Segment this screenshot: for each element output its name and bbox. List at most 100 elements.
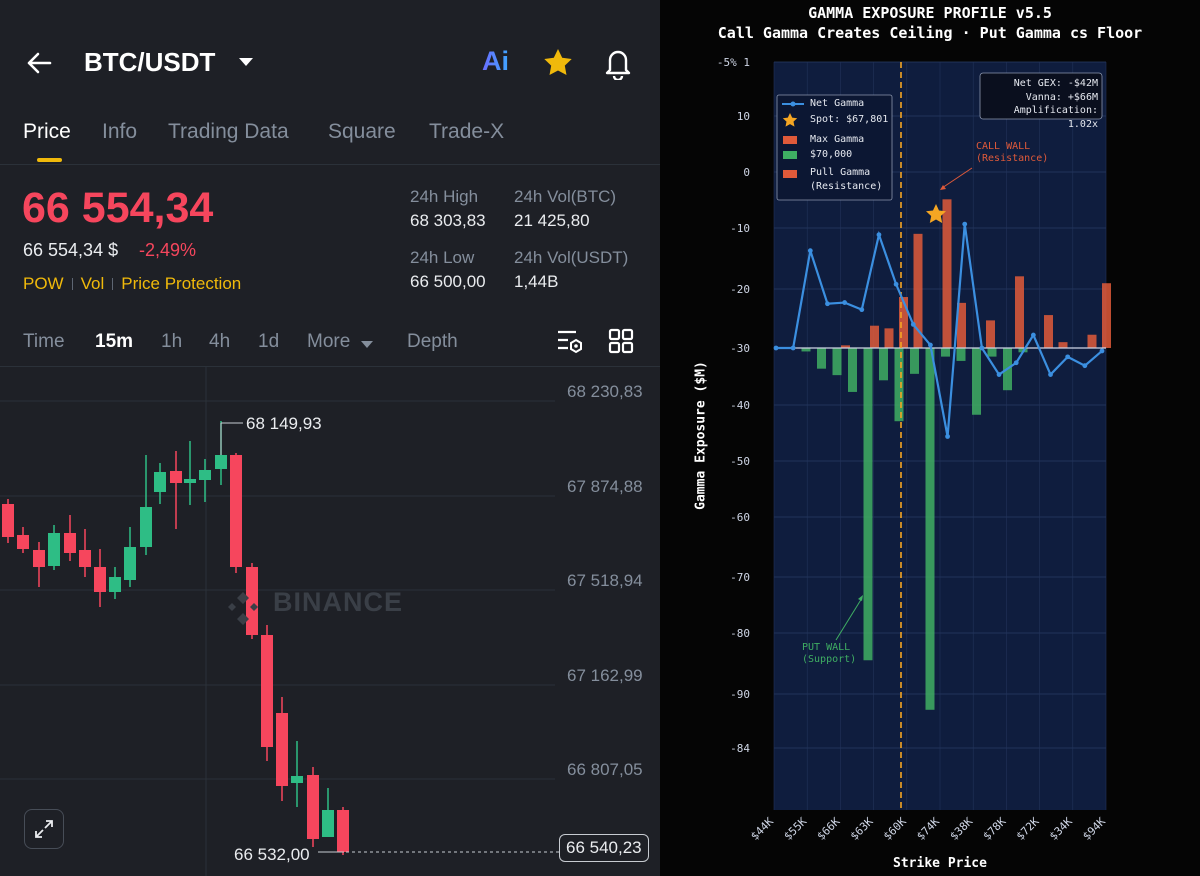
put-gamma-bar	[910, 348, 919, 374]
low-24h-label: 24h Low	[410, 248, 475, 267]
put-wall-annotation: PUT WALL (Support)	[802, 642, 856, 666]
tab-price[interactable]: Price	[23, 120, 71, 143]
ai-assistant-icon[interactable]: Ai	[482, 46, 509, 77]
fullscreen-expand-icon[interactable]	[24, 809, 64, 849]
y-tick-label: -70	[730, 571, 750, 584]
trading-app-panel: BTC/USDT Ai Price Info Trading Data Squa…	[0, 0, 660, 876]
call-gamma-bar	[1102, 283, 1111, 348]
x-tick-label: $34K	[1047, 815, 1075, 843]
call-wall-arrowhead	[940, 185, 946, 190]
price-axis-label: 67 518,94	[567, 571, 643, 590]
candle-body	[48, 533, 60, 566]
net-gamma-point	[807, 248, 813, 254]
candle-body	[215, 455, 227, 469]
tab-square[interactable]: Square	[328, 120, 396, 143]
timeframe-1d[interactable]: 1d	[258, 331, 280, 352]
y-tick-label: -20	[730, 283, 750, 296]
timeframe-divider	[0, 366, 660, 367]
indicator-settings-icon[interactable]	[556, 328, 584, 359]
net-gamma-point	[825, 301, 830, 307]
legend-pull-gamma-swatch	[783, 170, 797, 178]
tag-price-protection[interactable]: Price Protection	[121, 274, 242, 293]
net-gamma-point	[979, 345, 985, 351]
x-tick-label: $78K	[981, 815, 1009, 843]
call-gamma-bar	[913, 233, 923, 348]
call-wall-label: CALL WALL	[976, 141, 1031, 152]
timeframe-depth[interactable]: Depth	[407, 331, 458, 352]
candle-body	[276, 713, 288, 786]
x-tick-label: $55K	[781, 815, 809, 843]
candle-body	[79, 550, 91, 567]
candle-body	[337, 810, 349, 852]
x-tick-label: $66K	[815, 815, 843, 843]
tag-separator	[71, 278, 73, 290]
timeframe-15m[interactable]: 15m	[95, 331, 134, 352]
pair-dropdown-caret-icon[interactable]	[237, 55, 255, 74]
tab-trading-data[interactable]: Trading Data	[168, 120, 289, 143]
kline-chart[interactable]: BINANCE	[0, 367, 660, 876]
net-gamma-point	[910, 322, 916, 327]
call-gamma-bar	[870, 325, 879, 348]
candle-body	[17, 535, 29, 549]
put-wall-label: PUT WALL	[802, 642, 851, 653]
tab-trade-x[interactable]: Trade-X	[429, 120, 505, 143]
y-tick-label: -84	[730, 742, 750, 755]
timeframe-1h[interactable]: 1h	[161, 331, 183, 352]
legend-net-gamma-dot	[790, 101, 796, 107]
put-gamma-bar	[863, 348, 873, 661]
info-vanna: Vanna: +$66M	[1025, 91, 1098, 103]
net-gamma-point	[1013, 360, 1019, 366]
tag-pow[interactable]: POW	[23, 274, 64, 293]
candle-body	[261, 635, 273, 747]
legend-level-swatch	[783, 151, 797, 159]
timeframe-more[interactable]: More	[307, 331, 351, 352]
y-tick-label: 10	[737, 110, 750, 123]
y-tick-label: 0	[743, 166, 750, 179]
candle-body	[246, 567, 258, 635]
favorite-star-icon[interactable]	[542, 47, 574, 84]
tabs-divider	[0, 164, 660, 165]
price-axis-label: 67 162,99	[567, 666, 643, 685]
net-gamma-point	[1048, 372, 1053, 377]
candle-body	[184, 479, 196, 483]
high-24h-label: 24h High	[410, 187, 479, 206]
timeframe-4h[interactable]: 4h	[209, 331, 231, 352]
binance-logo-icon	[228, 592, 258, 625]
x-tick-label: $38K	[947, 815, 975, 843]
tab-info[interactable]: Info	[102, 120, 138, 143]
more-caret-icon[interactable]	[360, 336, 374, 354]
candle-body	[170, 471, 182, 483]
grid-layout-icon[interactable]	[608, 328, 634, 359]
net-gamma-point	[859, 307, 865, 313]
active-tab-indicator	[37, 158, 62, 162]
put-gamma-bar	[832, 348, 842, 376]
legend-level: $70,000	[810, 149, 853, 160]
low-24h-value: 66 500,00	[410, 272, 486, 291]
bell-notification-icon[interactable]	[602, 46, 634, 85]
back-arrow-icon[interactable]	[24, 48, 54, 78]
call-gamma-bar	[899, 297, 908, 348]
legend-pull-gamma-sub: (Resistance)	[810, 181, 883, 192]
high-24h-value: 68 303,83	[410, 211, 486, 230]
info-amplification: Amplification: 1.02x	[1013, 105, 1098, 130]
call-gamma-bar	[1044, 315, 1053, 348]
legend-pull-gamma: Pull Gamma	[810, 167, 871, 178]
call-gamma-bar	[986, 320, 995, 348]
legend-max-gamma-swatch	[783, 136, 797, 144]
net-gamma-point	[876, 232, 882, 238]
candle-body	[307, 775, 319, 839]
net-gamma-point	[790, 345, 796, 351]
call-gamma-bar	[884, 328, 894, 348]
tag-vol[interactable]: Vol	[80, 274, 105, 293]
y-tick-label: -30	[730, 342, 750, 355]
put-gamma-bar	[972, 348, 981, 415]
x-tick-label: $94K	[1080, 815, 1108, 843]
net-gamma-line	[773, 221, 1105, 439]
vol-usdt-label: 24h Vol(USDT)	[514, 248, 629, 267]
timeframe-time[interactable]: Time	[23, 331, 65, 352]
pair-title[interactable]: BTC/USDT	[84, 47, 216, 77]
net-gamma-point	[842, 300, 848, 305]
usd-price: 66 554,34 $	[23, 240, 119, 260]
net-gamma-path	[776, 223, 1103, 437]
price-change-pct: -2,49%	[139, 240, 197, 260]
